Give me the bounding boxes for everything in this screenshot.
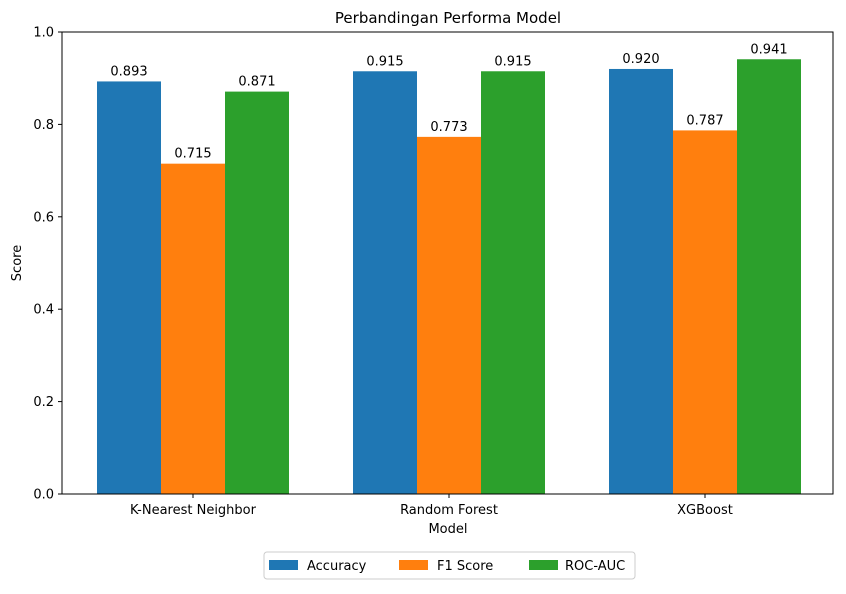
- x-tick-label: K-Nearest Neighbor: [130, 503, 257, 518]
- bar-accuracy-2: [609, 68, 673, 495]
- data-label-f1-score-2: 0.787: [686, 113, 723, 128]
- bars-layer: [97, 59, 801, 495]
- y-tick-label: 0.8: [33, 118, 54, 133]
- y-tick-label: 1.0: [33, 26, 54, 41]
- bar-roc-auc-0: [225, 91, 289, 495]
- data-labels-layer: 0.893 0.915 0.920 0.715 0.773 0.787 0.871 0.915…: [110, 42, 787, 161]
- y-axis-label: Score: [10, 245, 25, 281]
- data-label-roc-auc-2: 0.941: [750, 42, 787, 57]
- bar-accuracy-0: [97, 81, 161, 495]
- legend-swatch-roc-auc: [529, 560, 558, 570]
- data-label-f1-score-0: 0.715: [174, 147, 211, 162]
- bar-f1-score-1: [417, 136, 481, 494]
- legend-frame: [263, 551, 636, 580]
- x-axis-label: Model: [428, 522, 467, 537]
- chart-title: Perbandingan Performa Model: [335, 9, 561, 27]
- legend: Accuracy F1 Score ROC-AUC: [263, 551, 636, 580]
- bar-roc-auc-1: [481, 71, 545, 495]
- y-tick-label: 0.4: [33, 303, 54, 318]
- bar-f1-score-2: [673, 130, 737, 494]
- bar-roc-auc-2: [737, 59, 801, 495]
- plot-area-frame: [61, 31, 834, 495]
- data-label-f1-score-1: 0.773: [430, 120, 467, 135]
- data-label-accuracy-1: 0.915: [366, 54, 403, 69]
- bar-accuracy-1: [353, 71, 417, 495]
- y-tick-label: 0.0: [33, 488, 54, 503]
- data-label-accuracy-0: 0.893: [110, 64, 147, 79]
- data-label-roc-auc-1: 0.915: [494, 54, 531, 69]
- y-tick-label: 0.2: [33, 395, 54, 410]
- legend-swatch-f1-score: [399, 560, 428, 570]
- legend-swatch-accuracy: [269, 560, 298, 570]
- data-label-roc-auc-0: 0.871: [238, 75, 275, 90]
- data-label-accuracy-2: 0.920: [622, 52, 659, 67]
- x-tick-label: Random Forest: [400, 503, 498, 518]
- y-axis: 0.0 0.2 0.4 0.6 0.8 1.0: [33, 26, 62, 503]
- y-tick-label: 0.6: [33, 210, 54, 225]
- legend-label-accuracy: Accuracy: [307, 559, 367, 574]
- bar-f1-score-0: [161, 163, 225, 495]
- x-tick-label: XGBoost: [677, 503, 733, 518]
- x-axis: K-Nearest Neighbor Random Forest XGBoost: [130, 494, 733, 518]
- legend-label-roc-auc: ROC-AUC: [565, 559, 625, 574]
- legend-label-f1-score: F1 Score: [437, 559, 493, 574]
